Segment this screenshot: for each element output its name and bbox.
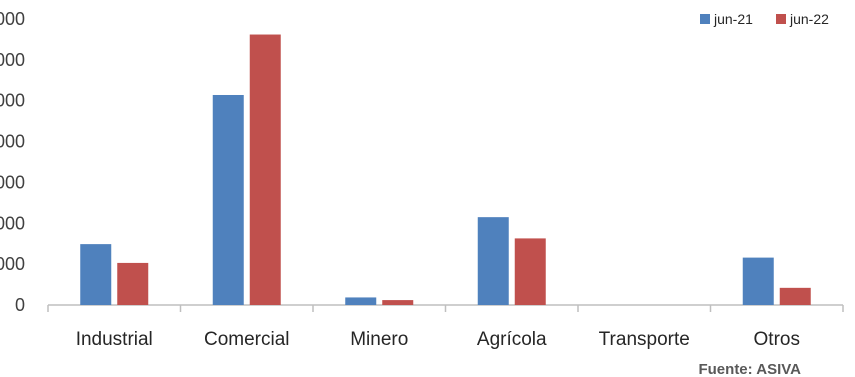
legend-label: jun-21 xyxy=(713,11,753,27)
bar-jun-22-agrícola xyxy=(514,238,546,305)
bars-group xyxy=(80,34,811,305)
legend-swatch xyxy=(776,14,786,24)
bar-jun-21-otros xyxy=(742,257,774,305)
bar-jun-21-minero xyxy=(345,297,377,305)
x-axis-tick-marks xyxy=(47,305,844,312)
x-category-label: Minero xyxy=(350,329,408,350)
legend-label: jun-22 xyxy=(789,11,829,27)
bar-jun-22-otros xyxy=(779,287,811,305)
y-tick-label: 000 xyxy=(0,50,25,70)
x-category-label: Otros xyxy=(754,329,800,350)
y-tick-label: 000 xyxy=(0,91,25,111)
y-tick-label: 000 xyxy=(0,213,25,233)
bar-jun-22-comercial xyxy=(249,34,281,305)
legend-swatch xyxy=(700,14,710,24)
y-tick-label: 000 xyxy=(0,172,25,192)
y-tick-label: 000 xyxy=(0,9,25,29)
x-category-label: Industrial xyxy=(76,329,153,350)
x-category-label: Agrícola xyxy=(477,329,547,350)
y-tick-label: 000 xyxy=(0,254,25,274)
legend: jun-21 jun-22 xyxy=(700,11,829,27)
y-tick-label: 000 xyxy=(0,132,25,152)
bar-jun-22-industrial xyxy=(117,262,149,305)
x-category-label: Comercial xyxy=(204,329,290,350)
source-note: Fuente: ASIVA xyxy=(698,361,801,377)
x-category-label: Transporte xyxy=(599,329,690,350)
bar-jun-21-comercial xyxy=(212,94,244,305)
bar-jun-21-agrícola xyxy=(477,217,509,305)
x-axis-labels: Industrial Comercial Minero Agrícola Transpo… xyxy=(76,329,800,350)
bar-jun-21-industrial xyxy=(80,244,112,305)
y-axis-ticks: 0000000000000000000000 xyxy=(0,9,25,315)
y-tick-label: 0 xyxy=(15,295,25,315)
bar-jun-22-minero xyxy=(382,300,414,305)
